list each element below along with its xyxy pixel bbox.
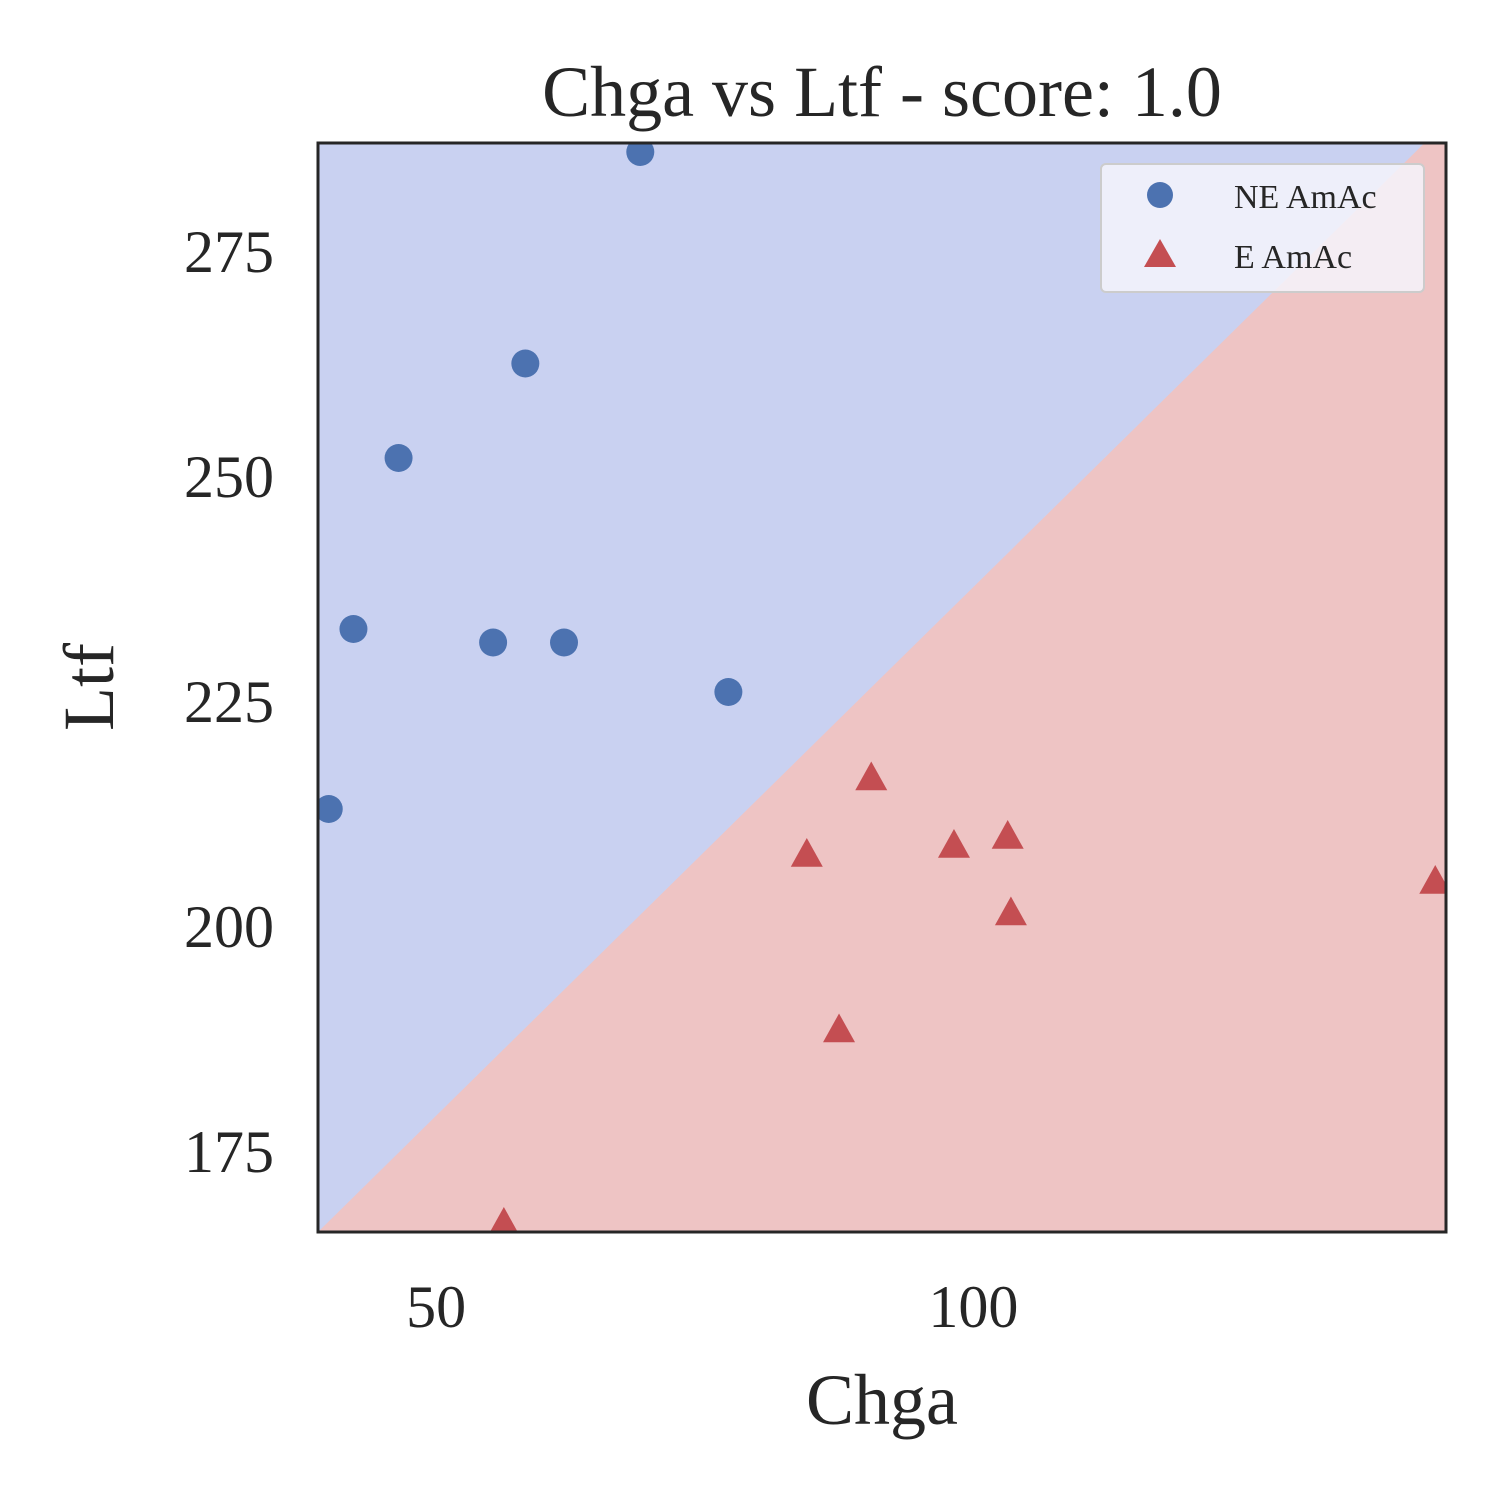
legend-marker-ne-amac [1147,182,1173,208]
e-amac-point-5 [991,820,1024,849]
chart-title: Chga vs Ltf - score: 1.0 [542,52,1222,132]
y-tick-label-275: 275 [184,219,274,285]
e-amac-point-7 [1419,865,1446,894]
legend-label-ne-amac: NE AmAc [1234,179,1377,216]
legend-box [1100,163,1425,293]
y-axis-label: Ltf [49,643,129,731]
e-amac-point-1 [790,838,823,867]
ne-amac-point-6 [626,143,655,166]
ne-amac-decision-region [318,143,1425,1232]
data-points [318,143,1446,1232]
y-tick-label-200: 200 [184,894,274,960]
ne-amac-point-7 [714,678,743,706]
y-tick-label-225: 225 [184,669,274,735]
ne-amac-point-4 [511,349,540,378]
e-amac-point-2 [823,1013,856,1043]
legend: NE AmAc E AmAc [1100,163,1425,293]
e-amac-point-0 [489,1207,518,1232]
ne-amac-point-0 [318,795,343,823]
plot-area [318,143,1446,1232]
x-tick-label-50: 50 [406,1274,466,1340]
e-amac-point-6 [994,896,1027,926]
y-axis-ticks: 175 200 225 250 275 [184,219,274,1185]
ne-amac-point-3 [479,628,508,657]
e-amac-point-4 [937,829,970,858]
x-axis-ticks: 50 100 [406,1274,1018,1340]
x-axis-label: Chga [806,1360,958,1440]
y-tick-label-250: 250 [184,444,274,510]
ne-amac-point-2 [384,444,413,472]
e-amac-point-3 [855,761,888,791]
y-tick-label-175: 175 [184,1119,274,1185]
x-tick-label-100: 100 [928,1274,1018,1340]
ne-amac-point-1 [339,615,368,643]
ne-amac-point-5 [550,628,579,657]
plot-frame [316,141,1448,1234]
legend-marker-e-amac [1144,239,1176,267]
legend-label-e-amac: E AmAc [1234,239,1352,276]
